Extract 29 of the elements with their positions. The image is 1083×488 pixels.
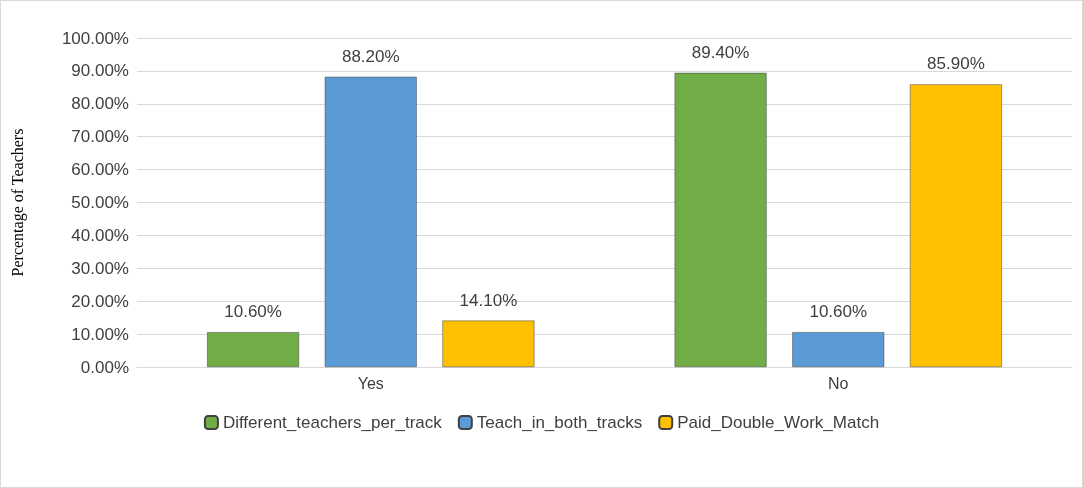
y-tick-label: 90.00% xyxy=(71,61,129,81)
y-tick-label: 100.00% xyxy=(61,28,129,48)
y-tick-label: 30.00% xyxy=(71,258,129,278)
y-tick-label: 60.00% xyxy=(71,160,129,180)
data-label: 88.20% xyxy=(341,46,400,66)
data-label: 10.60% xyxy=(224,302,282,322)
data-label: 10.60% xyxy=(809,302,868,322)
bar xyxy=(674,72,767,367)
y-tick-label: 80.00% xyxy=(71,94,129,114)
x-tick-label: No xyxy=(828,374,849,392)
legend-label: Different_teachers_per_track xyxy=(222,413,443,432)
y-tick-label: 40.00% xyxy=(71,225,129,245)
legend-label: Teach_in_both_tracks xyxy=(476,413,643,432)
x-tick-label: Yes xyxy=(357,374,384,392)
bar xyxy=(909,84,1002,367)
bar xyxy=(792,332,885,367)
y-tick-label: 20.00% xyxy=(71,291,129,311)
data-label: 85.90% xyxy=(927,54,985,74)
data-label: 89.40% xyxy=(691,42,750,62)
y-tick-label: 50.00% xyxy=(71,193,129,212)
y-tick-label: 70.00% xyxy=(71,127,129,147)
bar xyxy=(324,76,417,367)
legend-label: Paid_Double_Work_Match xyxy=(677,413,880,432)
y-axis-title: Percentage of Teachers xyxy=(8,128,27,277)
data-label: 14.10% xyxy=(459,290,518,310)
y-tick-label: 10.00% xyxy=(71,324,129,344)
y-tick-label: 0.00% xyxy=(80,357,129,377)
bar xyxy=(442,320,535,367)
bar xyxy=(207,332,300,367)
